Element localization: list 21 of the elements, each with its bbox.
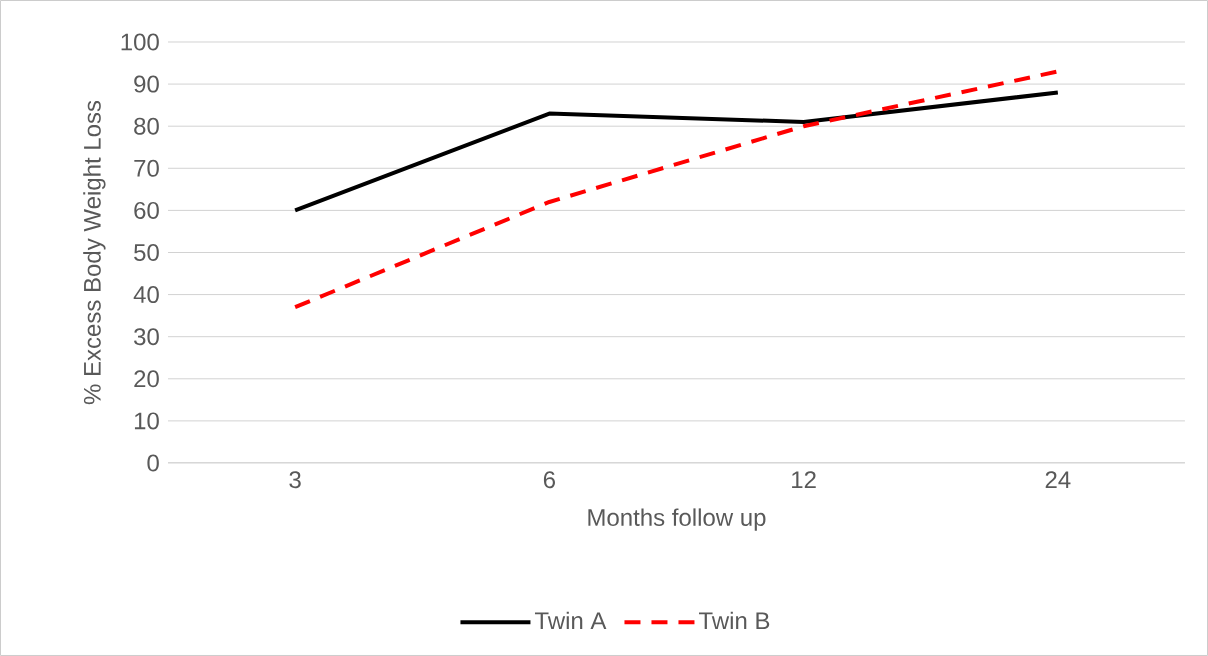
y-tick-label: 60	[134, 201, 159, 219]
line-series	[293, 69, 1060, 310]
legend-label: Twin A	[534, 611, 607, 630]
y-tick-label: 100	[121, 33, 159, 51]
line-series	[293, 90, 1060, 213]
y-tick-label: 70	[134, 159, 159, 177]
x-tick-label: 6	[543, 471, 555, 489]
y-tick-label: 30	[134, 328, 159, 346]
x-tick-label: 3	[289, 471, 301, 489]
x-tick-label: 24	[1045, 471, 1071, 488]
y-tick-label: 50	[134, 244, 159, 261]
y-axis-title: % Excess Body Weight Loss	[83, 100, 106, 405]
y-tick-label: 20	[134, 370, 159, 388]
y-tick-label: 40	[133, 286, 159, 304]
y-tick-label: 0	[147, 454, 159, 472]
y-tick-label: 90	[134, 75, 159, 93]
y-tick-label: 10	[134, 412, 159, 430]
x-axis-title: Months follow up	[588, 508, 766, 531]
x-tick-label: 12	[792, 471, 816, 488]
y-tick-label: 80	[134, 117, 159, 135]
legend-label: Twin B	[699, 611, 770, 630]
